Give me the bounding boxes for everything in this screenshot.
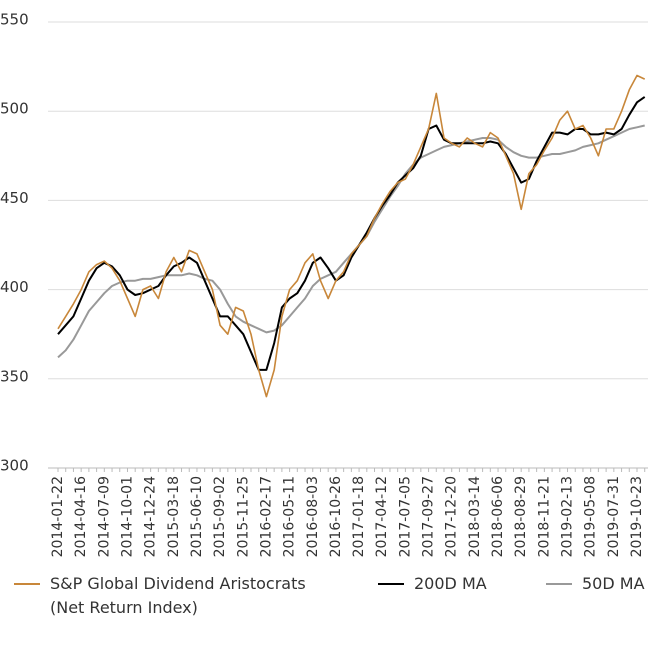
x-tick-label: 2015-09-02: [212, 476, 228, 557]
legend-label: 200D MA: [414, 574, 487, 593]
x-tick-label: 2017-04-12: [374, 476, 390, 557]
x-tick-label: 2016-10-26: [328, 476, 344, 557]
x-tick-label: 2017-01-18: [351, 476, 367, 557]
x-tick-label: 2015-03-18: [166, 476, 182, 557]
x-tick-label: 2014-04-16: [73, 476, 89, 557]
x-tick-label: 2019-10-23: [629, 476, 645, 557]
x-tick-label: 2017-12-20: [444, 476, 460, 557]
x-tick-label: 2016-02-17: [258, 476, 274, 557]
x-tick-label: 2017-07-05: [397, 476, 413, 557]
legend-swatch: [14, 583, 40, 585]
x-tick-label: 2014-12-24: [143, 476, 159, 557]
y-tick-label: 300: [0, 457, 29, 475]
x-tick-label: 2019-07-31: [606, 476, 622, 557]
legend-swatch: [378, 583, 404, 585]
series-line: [57, 74, 646, 398]
x-tick-label: 2015-11-25: [235, 476, 251, 557]
series-line: [57, 124, 645, 359]
y-tick-label: 350: [0, 367, 29, 385]
x-tick-label: 2018-03-14: [467, 476, 483, 557]
legend-item: 50D MA: [546, 572, 646, 596]
x-tick-label: 2014-10-01: [119, 476, 135, 557]
chart: 300 350 400 450 500 550 2014-01-22 2014-04-16 20…: [0, 11, 648, 557]
x-tick-label: 2018-06-06: [490, 476, 506, 557]
y-tick-label: 550: [0, 11, 29, 29]
x-tick-label: 2016-05-11: [282, 476, 298, 557]
y-tick-label: 500: [0, 100, 29, 118]
x-tick-label: 2014-01-22: [50, 476, 66, 557]
y-tick-label: 400: [0, 278, 29, 296]
legend-label: S&P Global Dividend Aristocrats (Net Ret…: [50, 574, 306, 617]
x-tick-label: 2018-11-21: [536, 476, 552, 557]
legend-item: 200D MA: [378, 572, 528, 596]
x-tick-label: 2017-09-27: [421, 476, 437, 557]
x-tick-label: 2016-08-03: [305, 476, 321, 557]
y-tick-label: 450: [0, 189, 29, 207]
series-line: [57, 96, 646, 371]
x-tick-label: 2015-06-10: [189, 476, 205, 557]
legend-swatch: [546, 583, 572, 585]
legend-label: 50D MA: [582, 574, 645, 593]
x-tick-label: 2018-08-29: [513, 476, 529, 557]
x-tick-label: 2019-02-13: [560, 476, 576, 557]
legend-item: S&P Global Dividend Aristocrats (Net Ret…: [14, 572, 344, 620]
x-tick-label: 2019-05-08: [583, 476, 599, 557]
legend: S&P Global Dividend Aristocrats (Net Ret…: [0, 572, 648, 642]
x-tick-label: 2014-07-09: [96, 476, 112, 557]
